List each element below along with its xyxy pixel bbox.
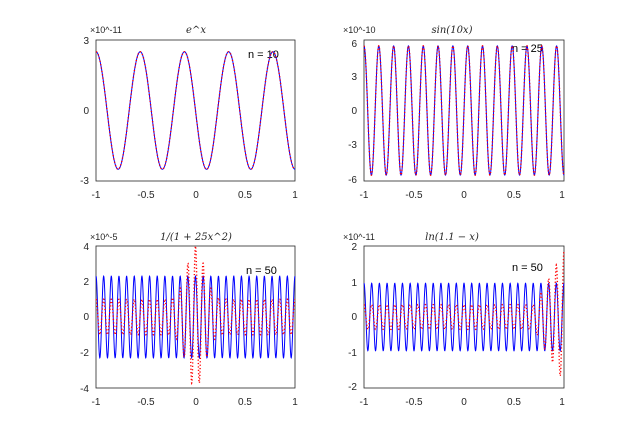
- panel-1-axes: [95, 39, 296, 182]
- panel-3-xtick: -1: [92, 397, 101, 408]
- panel-2-exponent-label: ×10^-10: [343, 25, 376, 35]
- panel-1-ytick: 3: [83, 36, 89, 47]
- panel-4-exponent-label: ×10^-11: [343, 232, 375, 242]
- panel-3-ytick: 4: [83, 242, 89, 253]
- panel-3-exponent-label: ×10^-5: [90, 232, 118, 242]
- panel-4-title: ln(1.1 − x): [425, 232, 479, 243]
- panel-2-ytick: 0: [351, 106, 357, 117]
- panel-1-title: e^x: [186, 25, 206, 36]
- panel-2-axes: [363, 39, 565, 182]
- panel-3-xtick: 0.5: [238, 397, 252, 408]
- panel-1-xtick: 0: [193, 190, 199, 201]
- panel-2-xtick: -1: [360, 190, 369, 201]
- panel-3-xtick: 0: [193, 397, 199, 408]
- panel-1-series-2: [95, 51, 296, 170]
- panel-1-xtick: -1: [92, 190, 101, 201]
- panel-1-exponent-label: ×10^-11: [90, 25, 122, 35]
- panel-3: ×10^-5 1/(1 + 25x^2) n = 50 4 2 0 -2 -4 …: [80, 232, 298, 408]
- panel-3-ytick: 0: [83, 312, 89, 323]
- panel-1-annotation: n = 10: [248, 49, 279, 61]
- panel-2-title: sin(10x): [432, 25, 473, 36]
- panel-1-ytick: -3: [80, 176, 89, 187]
- panel-1-xtick: 1: [292, 190, 298, 201]
- panel-3-xtick: 1: [292, 397, 298, 408]
- panel-2-series-1: [363, 45, 565, 176]
- panel-1-xtick: -0.5: [137, 190, 155, 201]
- panel-3-title: 1/(1 + 25x^2): [160, 232, 232, 243]
- panel-2-ytick: 6: [351, 39, 357, 50]
- panel-1-xtick: 0.5: [238, 190, 252, 201]
- panel-4-ytick: 2: [351, 242, 357, 253]
- panel-3-annotation: n = 50: [246, 265, 277, 277]
- panel-3-series-2: [95, 245, 296, 386]
- panel-4-xtick: 0: [461, 397, 467, 408]
- panel-4-xtick: -0.5: [405, 397, 423, 408]
- panel-2-xtick: 0.5: [507, 190, 521, 201]
- panel-4-xtick: 1: [559, 397, 565, 408]
- panel-2-xtick: 1: [559, 190, 565, 201]
- panel-4-ytick: -2: [348, 382, 357, 393]
- panel-1: ×10^-11 e^x n = 10 3 0 -3 -1 -0.5 0 0.5 …: [80, 25, 298, 201]
- panel-4-ytick: 1: [351, 278, 357, 289]
- panel-2: ×10^-10 sin(10x) n = 25 6 3 0 -3 -6 -1 -…: [343, 25, 565, 201]
- panel-3-ytick: -4: [80, 384, 89, 395]
- panel-4-ytick: 0: [351, 312, 357, 323]
- panel-3-ytick: -2: [80, 348, 89, 359]
- panel-4-series-2: [363, 251, 565, 379]
- panel-1-series-1: [95, 51, 296, 170]
- panel-4-xtick: -1: [360, 397, 369, 408]
- panel-4: ×10^-11 ln(1.1 − x) n = 50 2 1 0 -1 -2 -…: [343, 232, 565, 408]
- panel-2-ytick: -6: [348, 175, 357, 186]
- panel-4-ytick: -1: [348, 348, 357, 359]
- panel-4-series-1: [363, 282, 565, 352]
- panel-2-xtick: 0: [461, 190, 467, 201]
- panel-4-axes: [363, 245, 565, 389]
- panel-2-ytick: -3: [348, 140, 357, 151]
- panel-3-series-1: [95, 274, 296, 360]
- panel-2-xtick: -0.5: [405, 190, 423, 201]
- panel-4-annotation: n = 50: [512, 262, 543, 274]
- panel-3-axes: [95, 245, 296, 389]
- panel-3-ytick: 2: [83, 277, 89, 288]
- panel-3-xtick: -0.5: [137, 397, 155, 408]
- panel-4-xtick: 0.5: [507, 397, 521, 408]
- panel-2-ytick: 3: [351, 72, 357, 83]
- curves-layer: [95, 44, 565, 386]
- panel-2-series-2: [363, 44, 565, 177]
- panel-1-ytick: 0: [83, 106, 89, 117]
